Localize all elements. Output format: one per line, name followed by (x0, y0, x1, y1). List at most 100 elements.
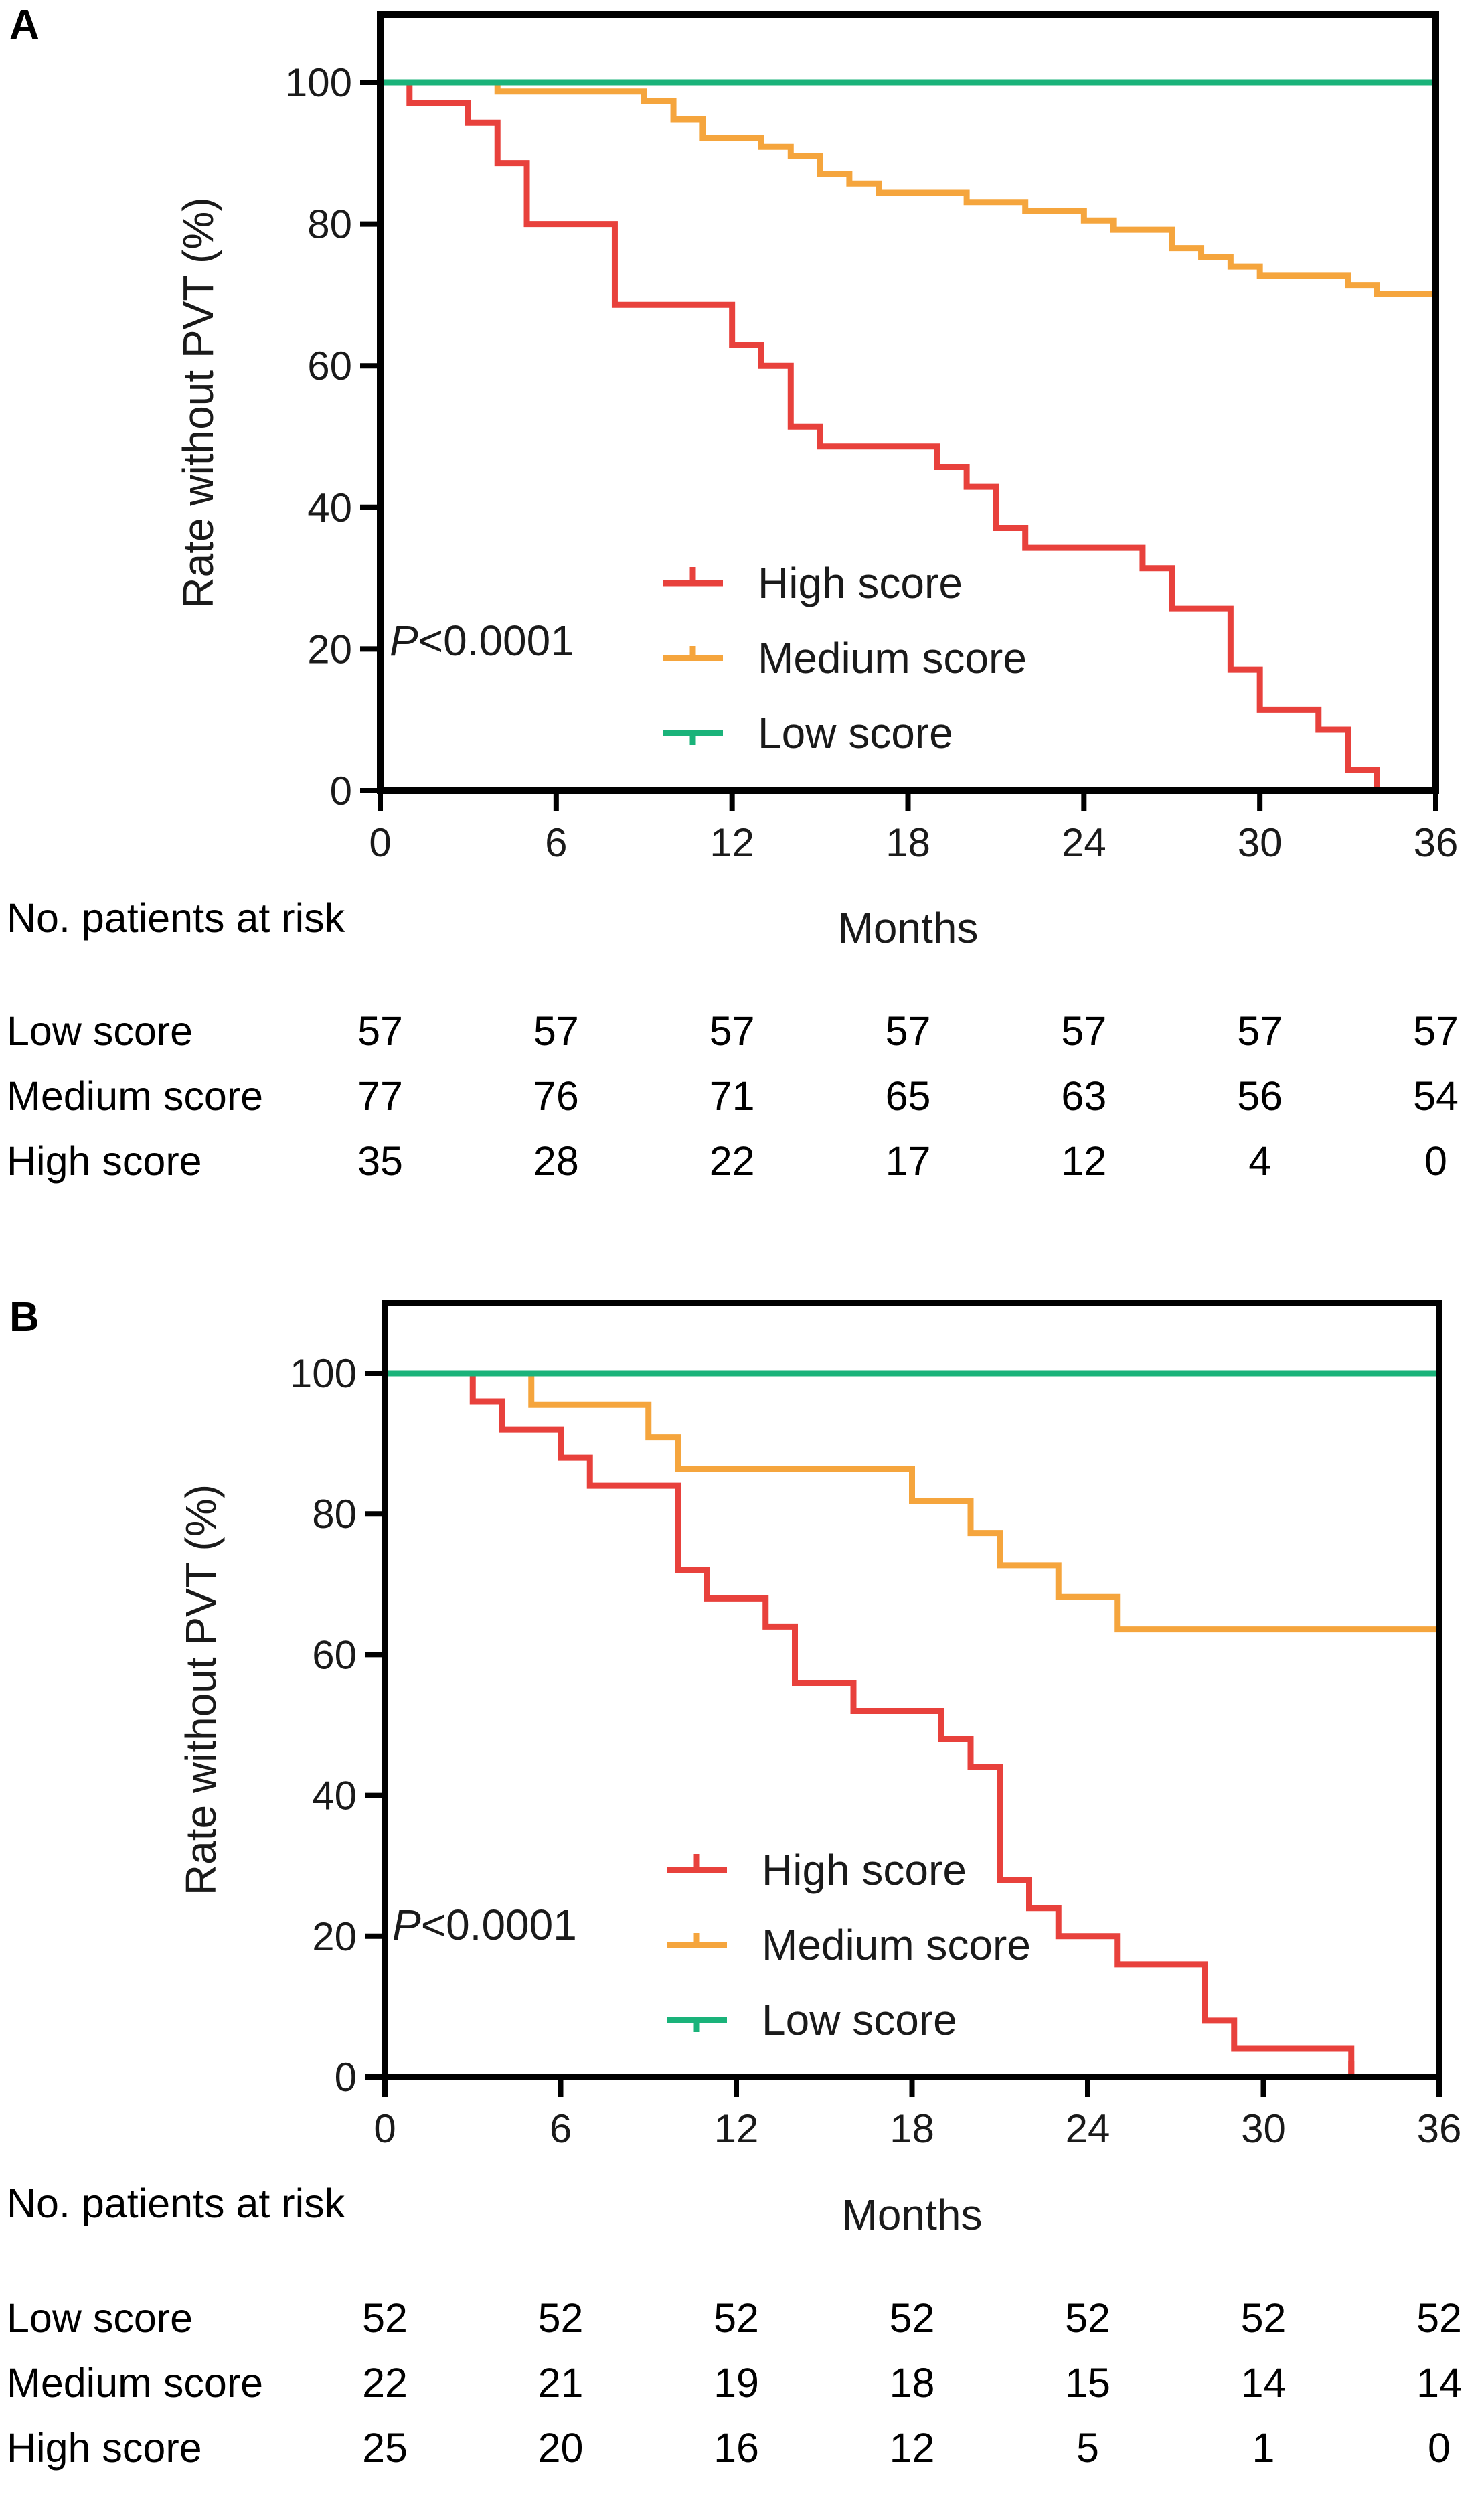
risk-cell: 76 (533, 1073, 579, 1119)
risk-cell: 18 (889, 2360, 935, 2406)
y-tick-label: 80 (312, 1492, 357, 1537)
x-tick-label: 6 (550, 2106, 572, 2151)
y-tick-label: 0 (330, 769, 352, 813)
legend-item-low-score: Low score (663, 709, 953, 757)
panel-b: B 0 20 40 60 80 100 0 6 12 18 24 30 36 Rate without P… (0, 1292, 1484, 2496)
risk-cell: 16 (714, 2425, 759, 2471)
risk-cell: 0 (1424, 1138, 1447, 1184)
risk-cell: 57 (1237, 1008, 1283, 1054)
risk-cell: 57 (885, 1008, 931, 1054)
risk-cell: 21 (538, 2360, 584, 2406)
y-axis-label: Rate without PVT (%) (174, 197, 222, 608)
risk-cell: 57 (1413, 1008, 1459, 1054)
x-tick-label: 12 (714, 2106, 759, 2151)
risk-cell: 57 (1061, 1008, 1107, 1054)
risk-cell: 52 (362, 2295, 408, 2341)
p-value-annotation: P<0.0001 (392, 1901, 577, 1949)
risk-cell: 5 (1076, 2425, 1099, 2471)
y-tick-label: 80 (307, 202, 352, 247)
x-tick-label: 30 (1238, 820, 1283, 865)
risk-cell: 12 (1061, 1138, 1107, 1184)
y-axis-label: Rate without PVT (%) (177, 1484, 225, 1895)
series-line-high-score (380, 79, 1380, 791)
p-value-annotation: P<0.0001 (390, 617, 574, 665)
x-tick-label: 24 (1066, 2106, 1110, 2151)
risk-row-label: Low score (7, 2295, 193, 2341)
x-tick-label: 36 (1414, 820, 1459, 865)
y-tick-label: 0 (335, 2055, 357, 2100)
risk-cell: 77 (357, 1073, 403, 1119)
risk-cell: 19 (714, 2360, 759, 2406)
x-tick-label: 18 (886, 820, 930, 865)
legend-label: Medium score (762, 1921, 1031, 1969)
legend-item-medium-score: Medium score (663, 634, 1027, 682)
risk-cell: 52 (889, 2295, 935, 2341)
risk-cell: 52 (1240, 2295, 1287, 2341)
series-line-medium-score (385, 1370, 1439, 1633)
panel-a: A 0 20 40 60 80 100 0 6 12 18 24 30 36 Rate without P… (0, 0, 1484, 1225)
risk-cell: 22 (362, 2360, 408, 2406)
risk-cell: 54 (1413, 1073, 1459, 1119)
y-tick-label: 40 (312, 1774, 357, 1818)
legend-item-low-score: Low score (667, 1996, 957, 2044)
legend-item-high-score: High score (667, 1846, 967, 1894)
risk-row-label: Medium score (7, 1073, 264, 1119)
risk-cell: 0 (1428, 2425, 1451, 2471)
y-tick-label: 40 (307, 485, 352, 530)
risk-row-label: High score (7, 2425, 202, 2471)
x-tick-label: 0 (374, 2106, 396, 2151)
risk-table-title: No. patients at risk (7, 2181, 345, 2226)
x-tick-label: 0 (369, 820, 391, 865)
risk-cell: 14 (1416, 2360, 1462, 2406)
y-tick-label: 100 (290, 1351, 357, 1396)
risk-cell: 25 (362, 2425, 408, 2471)
panel-letter: B (9, 1294, 39, 1340)
risk-cell: 65 (885, 1073, 931, 1119)
risk-cell: 63 (1061, 1073, 1107, 1119)
legend-label: Medium score (758, 634, 1027, 682)
y-tick-label: 60 (312, 1632, 357, 1677)
risk-cell: 4 (1248, 1138, 1272, 1184)
x-tick-label: 6 (545, 820, 567, 865)
legend-label: High score (762, 1846, 967, 1894)
y-tick-label: 60 (307, 343, 352, 388)
x-axis-label: Months (838, 904, 979, 952)
risk-cell: 22 (709, 1138, 755, 1184)
risk-cell: 57 (533, 1008, 579, 1054)
survival-chart-a: 0 20 40 60 80 100 0 6 12 18 24 30 36 Rate without PVT… (174, 11, 1459, 952)
x-tick-label: 24 (1062, 820, 1106, 865)
risk-row-label: Medium score (7, 2360, 264, 2406)
risk-cell: 56 (1237, 1073, 1283, 1119)
risk-table-title: No. patients at risk (7, 895, 345, 941)
risk-row-label: High score (7, 1138, 202, 1184)
risk-cell: 1 (1252, 2425, 1275, 2471)
risk-cell: 14 (1240, 2360, 1287, 2406)
risk-cell: 28 (533, 1138, 579, 1184)
y-tick-label: 20 (307, 627, 352, 672)
legend-label: High score (758, 559, 963, 607)
x-axis-label: Months (842, 2191, 983, 2239)
y-tick-label: 20 (312, 1914, 357, 1959)
legend-label: Low score (762, 1996, 957, 2044)
risk-cell: 52 (1416, 2295, 1462, 2341)
risk-cell: 20 (538, 2425, 584, 2471)
risk-cell: 12 (889, 2425, 935, 2471)
series-line-medium-score (380, 79, 1436, 297)
risk-cell: 71 (709, 1073, 755, 1119)
risk-cell: 57 (709, 1008, 755, 1054)
survival-chart-b: 0 20 40 60 80 100 0 6 12 18 24 30 36 Rate without PVT… (177, 1300, 1462, 2239)
risk-cell: 17 (885, 1138, 931, 1184)
risk-cell: 52 (538, 2295, 584, 2341)
risk-cell: 52 (714, 2295, 759, 2341)
risk-cell: 15 (1065, 2360, 1110, 2406)
panel-letter: A (9, 2, 39, 48)
risk-cell: 57 (357, 1008, 403, 1054)
y-tick-label: 100 (285, 60, 352, 105)
x-tick-label: 18 (890, 2106, 934, 2151)
risk-cell: 52 (1065, 2295, 1110, 2341)
x-tick-label: 12 (710, 820, 754, 865)
legend-item-medium-score: Medium score (667, 1921, 1031, 1969)
x-tick-label: 30 (1241, 2106, 1286, 2151)
legend-item-high-score: High score (663, 559, 963, 607)
x-tick-label: 36 (1417, 2106, 1462, 2151)
